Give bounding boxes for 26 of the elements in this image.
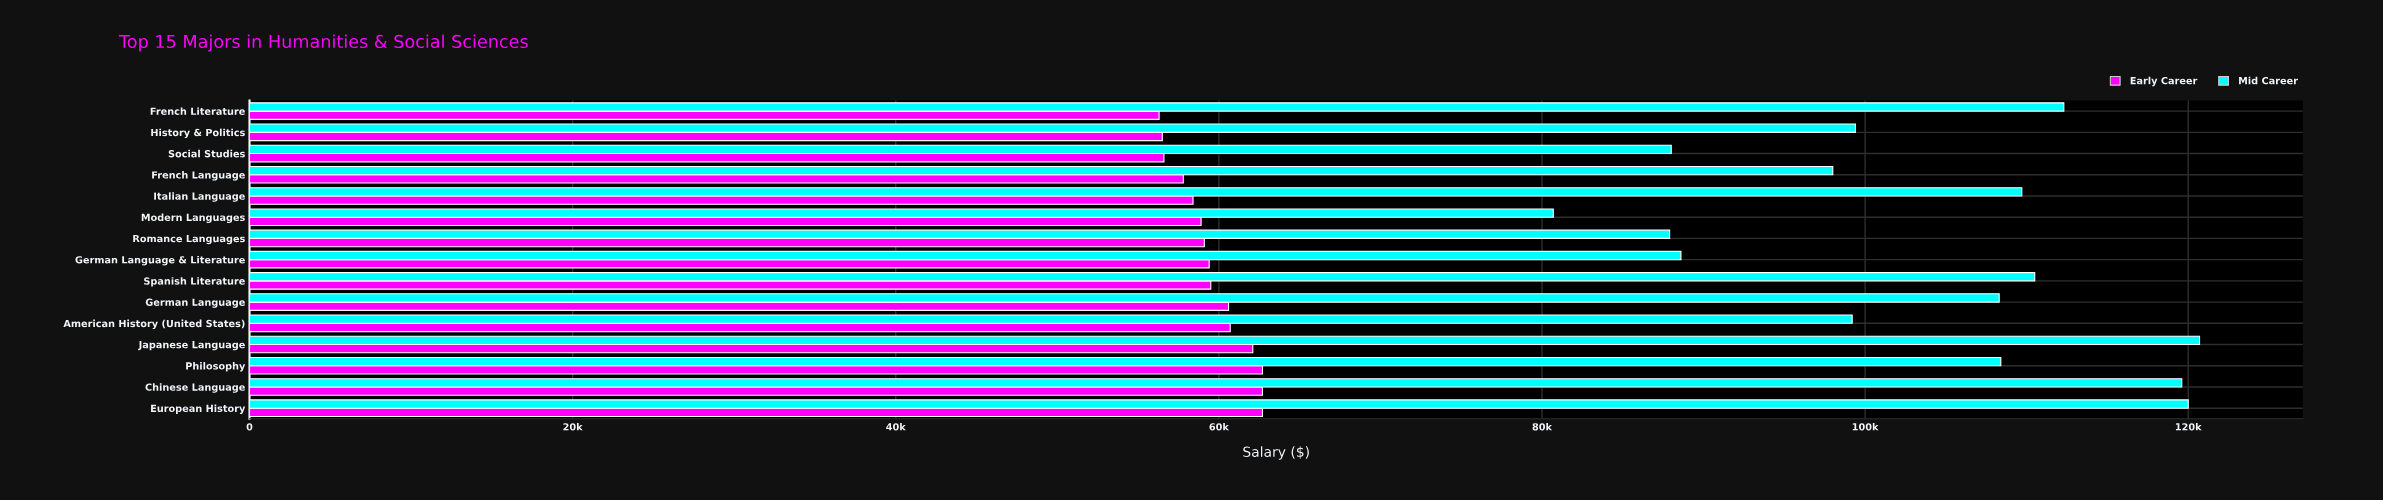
x-tick-label: 80k xyxy=(1532,422,1553,431)
y-tick-label: History & Politics xyxy=(151,128,245,139)
y-tick-label: Chinese Language xyxy=(145,383,245,393)
y-tick-label: Japanese Language xyxy=(138,341,245,351)
y-tick-label: European History xyxy=(151,404,246,414)
y-tick-label: American History (United States) xyxy=(63,319,245,330)
x-axis-title: Salary ($) xyxy=(1243,446,1309,460)
y-tick-label: German Language & Literature xyxy=(75,255,245,266)
x-tick-label: 40k xyxy=(886,422,906,431)
x-tick-label: 60k xyxy=(1209,422,1230,431)
y-tick-label: Social Studies xyxy=(168,149,245,158)
legend-label: Mid Career xyxy=(2239,76,2298,85)
y-tick-label: Philosophy xyxy=(186,362,246,372)
x-tick-label: 100k xyxy=(1852,422,1879,431)
x-tick-label: 0 xyxy=(246,423,253,431)
chart-title: Top 15 Majors in Humanities & Social Sciences xyxy=(118,34,528,52)
y-tick-label: Italian Language xyxy=(154,192,245,202)
y-tick-label: French Literature xyxy=(150,107,245,115)
y-tick-label: Spanish Literature xyxy=(144,277,245,287)
y-tick-label: Romance Languages xyxy=(133,235,245,245)
x-tick-label: 20k xyxy=(563,422,583,431)
y-tick-label: French Language xyxy=(152,171,245,181)
y-tick-label: German Language xyxy=(145,298,245,308)
x-tick-label: 120k xyxy=(2175,422,2202,431)
legend-label: Early Career xyxy=(2130,76,2198,87)
y-tick-label: Modern Languages xyxy=(141,213,245,223)
